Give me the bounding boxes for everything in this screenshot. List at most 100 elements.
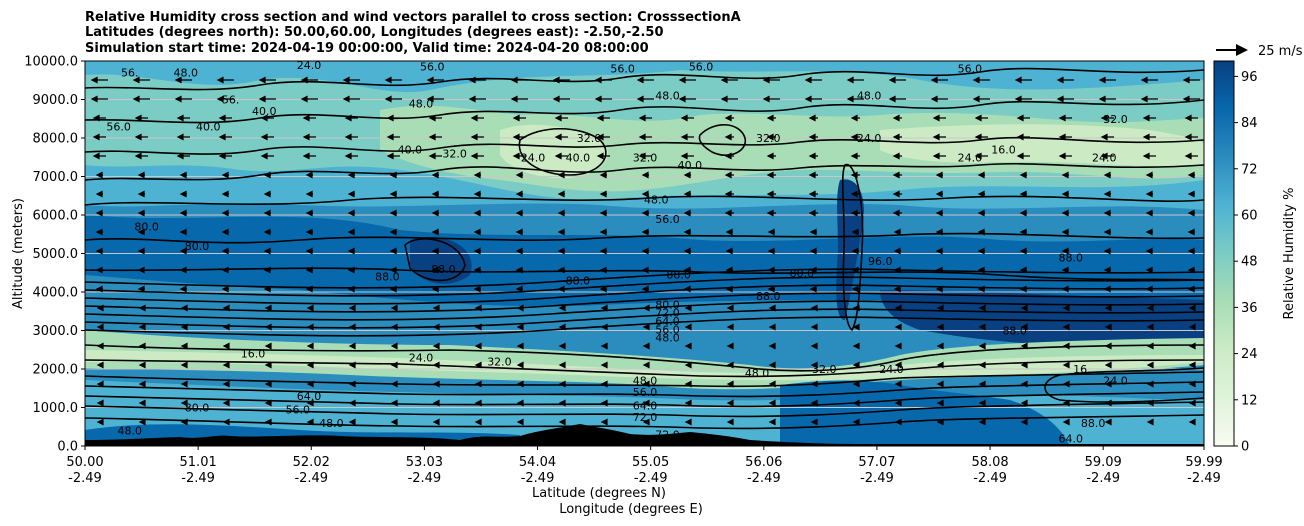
wind-arrow [1103,266,1111,274]
wind-arrow [725,228,733,236]
wind-arrow [600,418,608,426]
contour-label: 40.0 [252,105,277,118]
wind-arrow [1062,399,1070,407]
y-axis-label: Altitude (meters) [11,198,26,309]
wind-arrow [137,190,145,198]
wind-arrow [264,323,272,331]
colorbar-tick-label: 12 [1241,393,1258,408]
wind-arrow [810,342,818,350]
wind-arrow [935,190,943,198]
wind-arrow [134,152,148,160]
wind-arrow [1020,304,1028,312]
wind-arrow [726,399,734,407]
wind-arrow [683,190,691,198]
contour-line [85,414,1204,430]
wind-arrow [767,266,775,274]
wind-arrow [767,228,775,236]
wind-arrow [1187,285,1195,293]
wind-arrow [1019,266,1027,274]
wind-arrow [515,266,523,274]
contour-line [85,292,1204,313]
wind-arrow [804,95,822,103]
x-tick-label-longitude: -2.49 [747,471,781,486]
wind-arrow [306,399,314,407]
wind-arrow [1016,114,1030,122]
x-tick-label-latitude: 59.99 [1185,455,1222,470]
wind-arrow [977,171,985,179]
wind-arrow [599,285,607,293]
wind-arrow [263,190,271,198]
wind-arrow [935,285,943,293]
wind-arrow [767,285,775,293]
wind-arrow [218,152,232,160]
wind-arrow [642,399,650,407]
wind-arrow [222,418,230,426]
wind-arrow [642,304,650,312]
wind-arrow [222,342,230,350]
y-tick-label: 1000.0 [33,401,79,416]
wind-arrow [932,152,946,160]
wind-arrow [680,133,694,141]
contour-label: 64.0 [633,400,658,413]
wind-vectors [90,76,1200,426]
wind-arrow [305,171,313,179]
contour-label: 72.0 [633,411,658,424]
wind-arrow [641,285,649,293]
wind-arrow [305,285,313,293]
wind-arrow [180,380,188,388]
wind-arrow [1062,380,1070,388]
wind-arrow [512,133,526,141]
wind-arrow [221,247,229,255]
wind-arrow [1100,114,1114,122]
wind-arrow [384,76,402,84]
wind-arrow [768,304,776,312]
wind-arrow [684,361,692,369]
wind-arrow [804,76,822,84]
wind-arrow [348,361,356,369]
wind-arrow [92,114,106,122]
y-tick-label: 5000.0 [33,247,79,262]
wind-arrow [134,114,148,122]
wind-arrow [132,76,150,84]
wind-arrow [852,399,860,407]
wind-arrow [935,266,943,274]
wind-arrow [390,342,398,350]
wind-arrow [600,304,608,312]
wind-arrow [221,209,229,217]
wind-arrow [264,380,272,388]
wind-arrow [510,76,528,84]
wind-arrow [1184,114,1198,122]
wind-arrow [1019,171,1027,179]
wind-arrow [642,361,650,369]
wind-arrow [179,285,187,293]
contour-line [1044,367,1204,403]
wind-arrow [474,361,482,369]
wind-arrow [684,399,692,407]
wind-arrow [558,304,566,312]
wind-arrow [724,171,734,179]
wind-arrow [557,266,565,274]
wind-arrow [557,190,565,198]
wind-arrow [892,171,902,179]
contour-label: 32.0 [812,363,837,376]
wind-arrow [1142,133,1156,141]
wind-arrow [557,228,565,236]
x-tick-label-latitude: 52.02 [293,455,330,470]
rh-band-moist-core [85,215,1204,340]
wind-arrow [977,266,985,274]
wind-arrow [95,171,103,179]
x-tick-label-latitude: 54.04 [519,455,556,470]
wind-arrow [137,171,145,179]
wind-arrow [851,266,859,274]
wind-arrow [894,342,902,350]
wind-arrow [306,323,314,331]
wind-arrow [1020,342,1028,350]
wind-arrow [263,266,271,274]
wind-arrow [1100,152,1114,160]
wind-arrow [222,399,230,407]
wind-arrow [851,247,859,255]
contour-line [518,127,607,176]
wind-arrow [96,323,104,331]
wind-arrow [432,342,440,350]
wind-arrow [936,361,944,369]
